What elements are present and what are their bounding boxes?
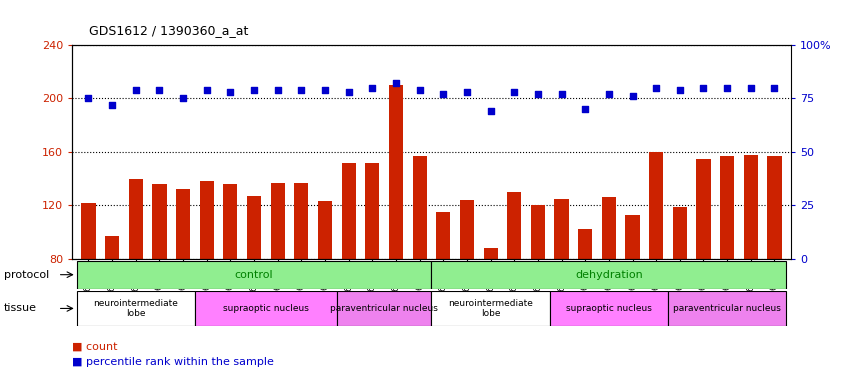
Bar	[105, 236, 119, 259]
Bar	[437, 212, 450, 259]
Bar	[342, 163, 356, 259]
Bar	[431, 291, 550, 326]
Bar	[223, 184, 238, 259]
Text: dehydration: dehydration	[575, 270, 643, 280]
Bar	[530, 206, 545, 259]
Bar	[578, 230, 592, 259]
Point	[697, 85, 711, 91]
Point	[223, 89, 237, 95]
Bar	[77, 291, 195, 326]
Text: supraoptic nucleus: supraoptic nucleus	[566, 304, 651, 313]
Point	[129, 87, 142, 93]
Point	[152, 87, 166, 93]
Text: GDS1612 / 1390360_a_at: GDS1612 / 1390360_a_at	[89, 24, 248, 38]
Bar	[77, 261, 431, 289]
Point	[767, 85, 781, 91]
Bar	[152, 184, 167, 259]
Point	[294, 87, 308, 93]
Bar	[550, 291, 668, 326]
Bar	[413, 156, 426, 259]
Point	[744, 85, 757, 91]
Bar	[129, 178, 143, 259]
Point	[200, 87, 213, 93]
Text: paraventricular nucleus: paraventricular nucleus	[330, 304, 438, 313]
Point	[602, 91, 616, 97]
Text: neurointermediate
lobe: neurointermediate lobe	[448, 299, 533, 318]
Point	[460, 89, 474, 95]
Point	[176, 95, 190, 101]
Point	[318, 87, 332, 93]
Text: paraventricular nucleus: paraventricular nucleus	[673, 304, 781, 313]
Bar	[720, 156, 734, 259]
Point	[579, 106, 592, 112]
Point	[271, 87, 284, 93]
Bar	[431, 261, 786, 289]
Point	[437, 91, 450, 97]
Bar	[767, 156, 782, 259]
Point	[389, 81, 403, 87]
Text: control: control	[234, 270, 273, 280]
Bar	[744, 154, 758, 259]
Text: tissue: tissue	[4, 303, 37, 313]
Text: ■ count: ■ count	[72, 342, 118, 352]
Point	[673, 87, 687, 93]
Point	[342, 89, 355, 95]
Point	[247, 87, 261, 93]
Point	[721, 85, 734, 91]
Bar	[668, 291, 786, 326]
Point	[365, 85, 379, 91]
Point	[106, 102, 119, 108]
Point	[413, 87, 426, 93]
Point	[555, 91, 569, 97]
Text: supraoptic nucleus: supraoptic nucleus	[223, 304, 309, 313]
Text: neurointermediate
lobe: neurointermediate lobe	[93, 299, 179, 318]
Text: ■ percentile rank within the sample: ■ percentile rank within the sample	[72, 357, 274, 367]
Bar	[294, 183, 309, 259]
Bar	[195, 291, 337, 326]
Point	[650, 85, 663, 91]
Point	[484, 108, 497, 114]
Bar	[337, 291, 431, 326]
Text: protocol: protocol	[4, 270, 49, 280]
Bar	[365, 163, 379, 259]
Bar	[507, 192, 521, 259]
Bar	[389, 85, 403, 259]
Bar	[318, 201, 332, 259]
Bar	[649, 152, 663, 259]
Bar	[81, 202, 96, 259]
Bar	[673, 207, 687, 259]
Bar	[176, 189, 190, 259]
Bar	[271, 183, 285, 259]
Point	[508, 89, 521, 95]
Bar	[484, 248, 497, 259]
Point	[82, 95, 96, 101]
Bar	[554, 199, 569, 259]
Point	[531, 91, 545, 97]
Bar	[602, 197, 616, 259]
Point	[626, 93, 640, 99]
Bar	[460, 200, 474, 259]
Bar	[200, 181, 214, 259]
Bar	[696, 159, 711, 259]
Bar	[625, 214, 640, 259]
Bar	[247, 196, 261, 259]
